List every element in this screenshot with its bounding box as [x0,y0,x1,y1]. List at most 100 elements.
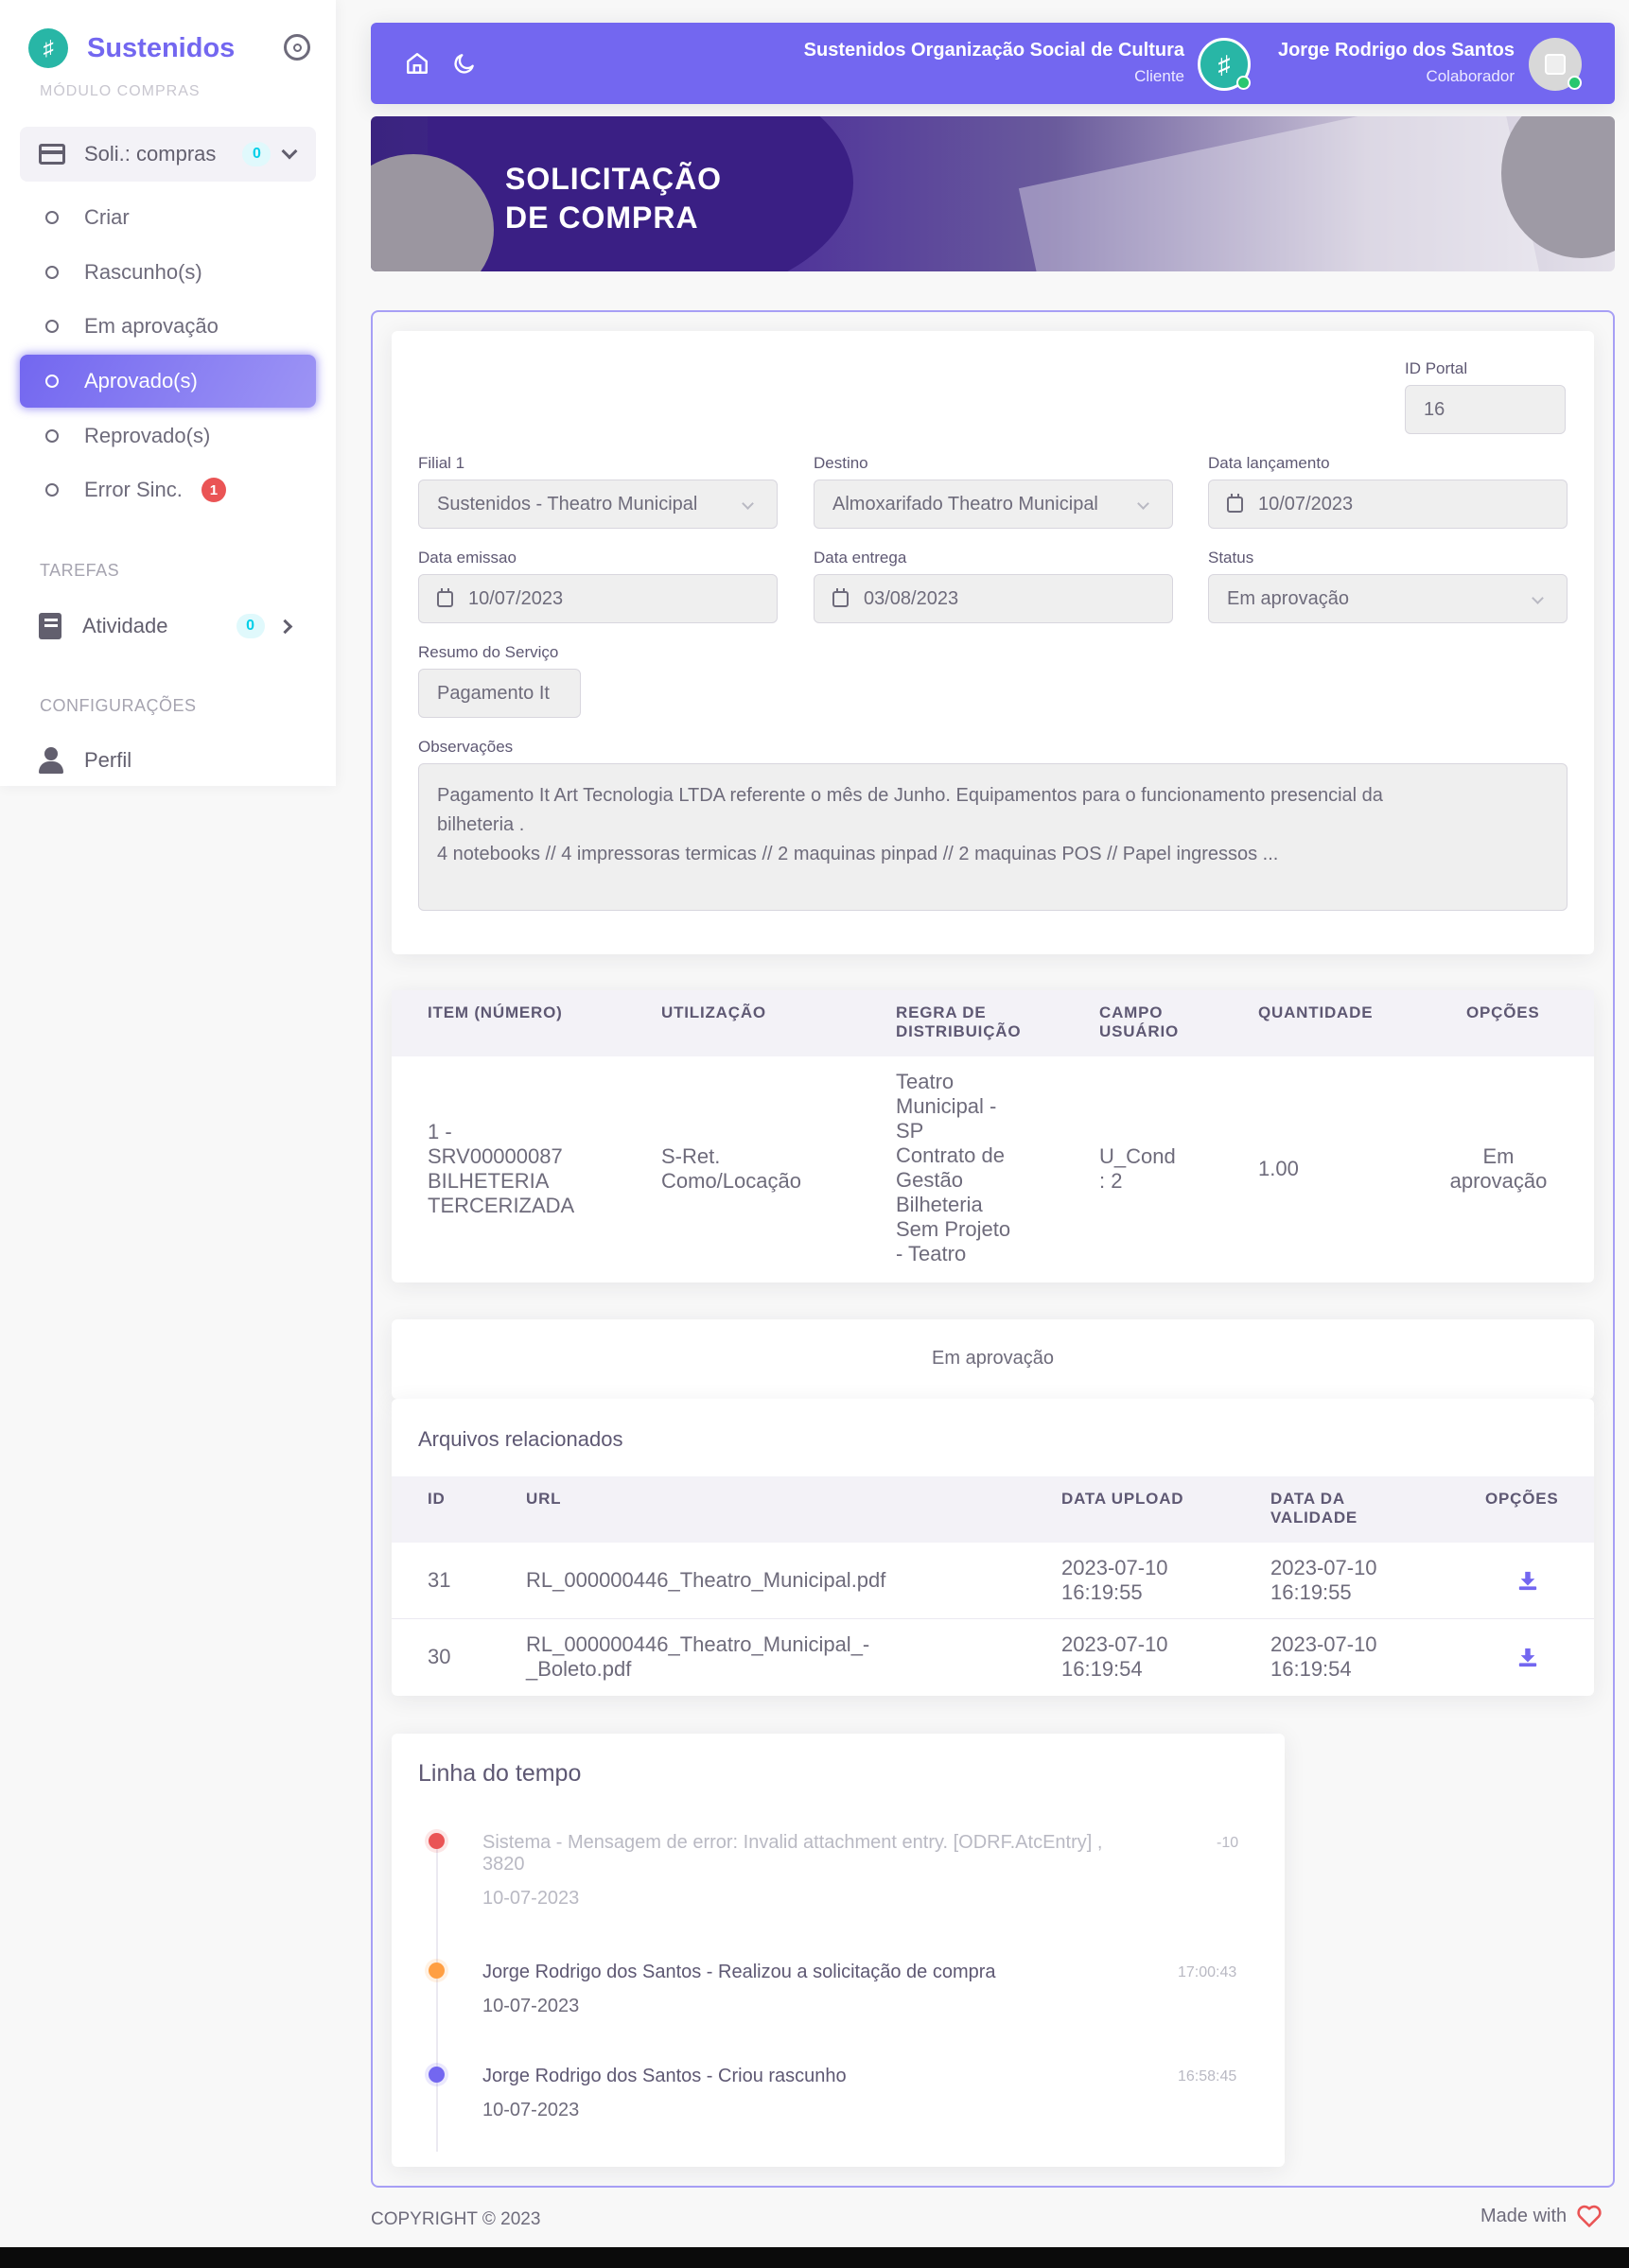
cell-url[interactable]: RL_000000446_Theatro_Municipal_- _Boleto.… [526,1632,870,1681]
copyright: COPYRIGHT © 2023 [371,2209,541,2229]
data-emissao-field[interactable]: 10/07/2023 [418,574,778,623]
timeline-dot [429,1833,445,1849]
module-header: MÓDULO COMPRAS [40,83,201,99]
menu-label: Atividade [82,614,168,637]
menu-label: Soli.: compras [84,142,217,166]
download-icon[interactable] [1517,1570,1538,1591]
circle-icon [45,483,59,497]
cell-campo: U_Cond: 2 [1099,1144,1176,1193]
data-lancamento-field[interactable]: 10/07/2023 [1208,480,1568,529]
config-header: CONFIGURAÇÕES [40,696,197,715]
calendar-icon [437,587,453,607]
filial-label: Filial 1 [418,454,465,472]
sidebar-item-criar[interactable]: Criar [20,191,316,244]
chevron-down-icon [281,143,298,160]
cell-data-upload: 2023-07-10 16:19:54 [1061,1632,1168,1681]
data-emissao-value: 10/07/2023 [468,587,564,609]
organization-name: Sustenidos Organização Social de Cultura [803,40,1184,61]
menu-solicitacoes-compras[interactable]: Soli.: compras 0 [20,127,316,182]
cell-url[interactable]: RL_000000446_Theatro_Municipal.pdf [526,1568,886,1592]
user-name: Jorge Rodrigo dos Santos [1277,40,1515,61]
sidebar-item-aprovados[interactable]: Aprovado(s) [20,355,316,408]
sidebar: ♯ Sustenidos MÓDULO COMPRAS Soli.: compr… [0,0,336,786]
destino-select[interactable]: Almoxarifado Theatro Municipal [814,480,1173,529]
sidebar-item-reprovados[interactable]: Reprovado(s) [20,410,316,462]
cell-quantidade: 1.00 [1258,1157,1299,1180]
table-header [392,990,1594,1056]
cell-id: 31 [428,1568,451,1592]
data-lancamento-label: Data lançamento [1208,454,1330,472]
user-info[interactable]: Jorge Rodrigo dos Santos Colaborador [1278,40,1515,86]
id-portal-field[interactable]: 16 [1405,385,1566,434]
count-badge: 0 [236,614,265,638]
cell-data-validade: 2023-07-10 16:19:54 [1270,1632,1377,1681]
timeline-dot [429,1963,445,1979]
cell-data-validade: 2023-07-10 16:19:55 [1270,1556,1377,1604]
calendar-icon [832,587,849,607]
sidebar-item-error-sinc[interactable]: Error Sinc. 1 [20,463,316,516]
timeline-event-time: 16:58:45 [1178,2068,1237,2085]
resumo-servico-field[interactable]: Pagamento It [418,669,581,718]
sidebar-toggle-icon[interactable] [284,34,310,61]
timeline-event-text: Sistema - Mensagem de error: Invalid att… [482,1832,1103,1875]
cell-utilizacao: S-Ret. Como/Locação [661,1144,801,1193]
organization-info[interactable]: Sustenidos Organização Social de Cultura… [804,40,1184,86]
observacoes-textarea[interactable]: Pagamento It Art Tecnologia LTDA referen… [418,763,1568,911]
tasks-header: TAREFAS [40,561,120,580]
book-icon [39,613,61,639]
sidebar-item-rascunhos[interactable]: Rascunho(s) [20,246,316,299]
moon-icon[interactable] [452,51,477,76]
bottom-bar [0,2247,1629,2268]
top-navbar: Sustenidos Organização Social de Cultura… [371,23,1615,104]
timeline-line [436,1844,438,2152]
timeline-event-time: 17:00:43 [1178,1964,1237,1980]
cell-data-upload: 2023-07-10 16:19:55 [1061,1556,1168,1604]
timeline-event-date: 10-07-2023 [482,1888,580,1909]
data-emissao-label: Data emissao [418,549,517,567]
observacoes-label: Observações [418,738,514,756]
cell-item: 1 - SRV00000087 BILHETERIA TERCERIZADA [428,1120,575,1217]
page-banner: SOLICITAÇÃO DE COMPRA [371,116,1615,271]
row-divider [392,1618,1594,1619]
sidebar-item-em-aprovacao[interactable]: Em aprovação [20,300,316,353]
menu-label: Em aprovação [84,314,219,338]
brand-name: Sustenidos [87,32,236,63]
cell-id: 30 [428,1645,451,1668]
textarea-line: 4 notebooks // 4 impressoras termicas //… [437,844,1279,864]
user-role: Colaborador [1426,67,1515,85]
id-portal-label: ID Portal [1405,359,1468,377]
menu-label: Rascunho(s) [84,260,202,284]
col-header-campo: CAMPO USUÁRIO [1099,1003,1179,1040]
organization-avatar[interactable]: ♯ [1198,38,1251,91]
data-entrega-value: 03/08/2023 [864,587,959,609]
related-files-card: Arquivos relacionados ID URL DATA UPLOAD… [392,1399,1594,1696]
timeline-event-date: 10-07-2023 [482,2100,580,2120]
textarea-line: Pagamento It Art Tecnologia LTDA referen… [437,785,1383,806]
resumo-label: Resumo do Serviço [418,643,559,661]
col-header-id: ID [428,1490,446,1508]
timeline-event-text: Jorge Rodrigo dos Santos - Realizou a so… [482,1962,996,1982]
col-header-url: URL [526,1490,562,1508]
circle-icon [45,266,59,279]
sidebar-item-atividade[interactable]: Atividade 0 [20,600,316,653]
download-icon[interactable] [1517,1647,1538,1667]
col-header-opcoes: OPÇÕES [1485,1490,1559,1508]
sidebar-item-perfil[interactable]: Perfil [20,734,316,787]
count-badge: 0 [242,142,272,166]
status-text: Em aprovação [932,1348,1054,1369]
calendar-icon [1227,493,1243,513]
col-header-data-validade: DATA DA VALIDADE [1270,1490,1358,1527]
timeline-title: Linha do tempo [418,1760,582,1787]
made-with-text: Made with [1480,2205,1568,2226]
home-icon[interactable] [405,51,429,76]
page-title: SOLICITAÇÃO DE COMPRA [505,160,722,237]
filial-select[interactable]: Sustenidos - Theatro Municipal [418,480,778,529]
data-entrega-field[interactable]: 03/08/2023 [814,574,1173,623]
status-select[interactable]: Em aprovação [1208,574,1568,623]
menu-label: Perfil [84,748,132,772]
brand[interactable]: ♯ Sustenidos [28,28,235,68]
circle-icon [45,429,59,443]
data-entrega-label: Data entrega [814,549,907,567]
chevron-right-icon [277,619,292,634]
main-content-frame [371,310,1615,2188]
